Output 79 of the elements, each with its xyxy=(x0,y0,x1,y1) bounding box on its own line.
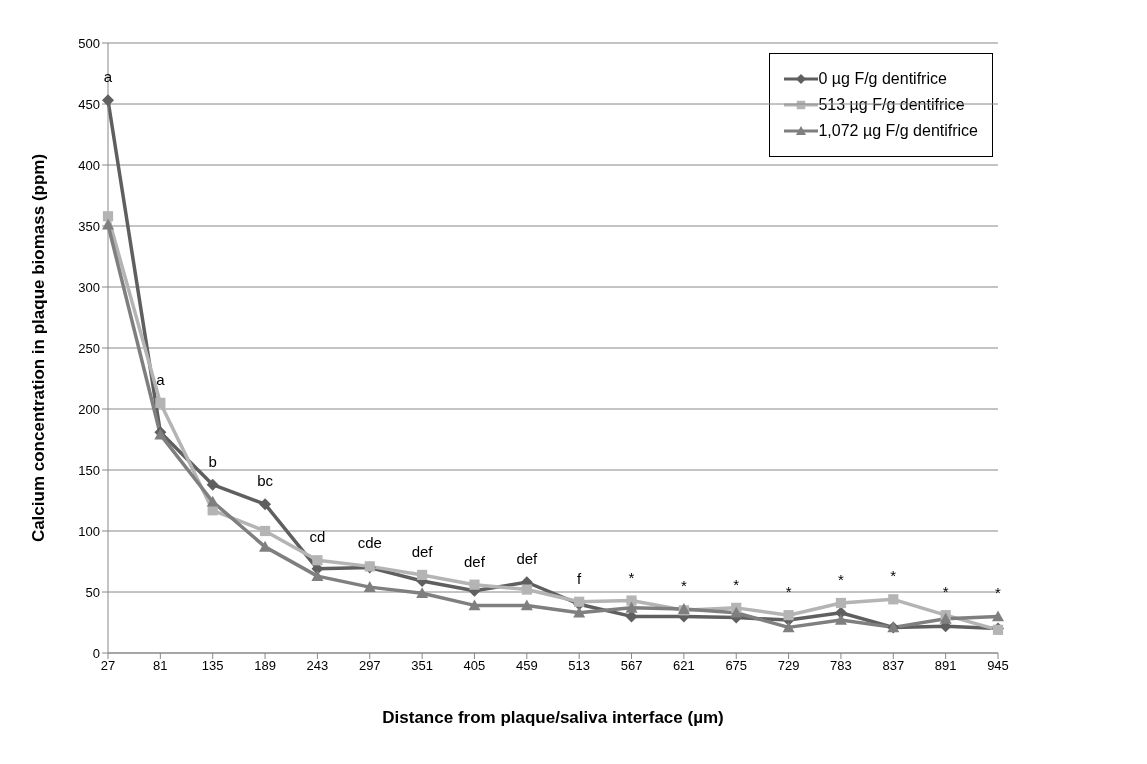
x-tick-label: 567 xyxy=(620,658,643,674)
x-tick-label: 135 xyxy=(201,658,224,674)
y-tick-label: 100 xyxy=(78,523,100,539)
point xyxy=(206,495,219,507)
legend-label: 1,072 µg F/g dentifrice xyxy=(818,122,978,140)
legend-label: 0 µg F/g dentifrice xyxy=(818,70,947,88)
x-tick-label: 27 xyxy=(100,658,116,674)
annotation: * xyxy=(628,568,635,586)
point xyxy=(259,525,271,537)
annotation: cde xyxy=(357,534,382,552)
annotation: * xyxy=(890,567,897,585)
point xyxy=(311,570,324,581)
x-tick-label: 351 xyxy=(411,658,433,674)
annotation: * xyxy=(733,575,740,593)
annotation: def xyxy=(516,550,539,568)
point xyxy=(573,606,586,618)
point xyxy=(520,599,533,611)
legend-label: 513 µg F/g dentifrice xyxy=(818,96,965,114)
y-tick-label: 250 xyxy=(78,340,100,356)
point xyxy=(206,478,219,491)
annotation: a xyxy=(103,68,113,86)
x-axis-title: Distance from plaque/saliva interface (µm) xyxy=(382,708,724,727)
x-tick-label: 513 xyxy=(568,658,591,674)
x-tick-label: 81 xyxy=(153,658,168,674)
y-tick-label: 300 xyxy=(78,279,100,295)
y-axis-title: Calcium concentration in plaque biomass (ppm) xyxy=(29,153,49,543)
y-tick-label: 400 xyxy=(78,157,100,173)
point xyxy=(888,594,899,605)
point xyxy=(782,621,795,633)
annotation: def xyxy=(464,552,486,570)
x-tick-label: 297 xyxy=(358,658,381,674)
point xyxy=(363,581,376,592)
x-tick-label: 459 xyxy=(515,658,538,674)
annotation: * xyxy=(995,584,1002,602)
y-tick-label: 200 xyxy=(78,401,100,417)
x-tick-label: 189 xyxy=(254,658,276,674)
point xyxy=(730,606,743,618)
point xyxy=(783,610,794,621)
annotation: bc xyxy=(257,472,274,490)
y-tick-label: 50 xyxy=(85,584,100,600)
y-tick-label: 350 xyxy=(78,218,100,234)
x-tick-label: 621 xyxy=(673,658,695,674)
point xyxy=(626,595,637,606)
point xyxy=(625,601,638,613)
x-tick-label: 243 xyxy=(306,658,329,674)
point xyxy=(416,587,429,599)
point xyxy=(992,610,1004,622)
point xyxy=(102,94,114,107)
y-tick-label: 500 xyxy=(78,35,100,51)
point xyxy=(102,211,114,222)
point xyxy=(417,569,428,581)
annotation: def xyxy=(411,542,434,560)
annotation: * xyxy=(680,577,687,595)
point xyxy=(312,555,323,566)
annotation: cd xyxy=(309,528,326,546)
annotation: f xyxy=(577,569,583,587)
y-tick-label: 0 xyxy=(92,645,100,661)
x-tick-label: 729 xyxy=(777,658,800,674)
point xyxy=(834,614,847,625)
point xyxy=(574,596,585,607)
point xyxy=(521,584,532,595)
point xyxy=(259,498,272,511)
point xyxy=(155,397,166,408)
point xyxy=(835,597,847,609)
x-tick-label: 783 xyxy=(830,658,852,674)
y-tick-label: 150 xyxy=(78,462,100,478)
annotation: * xyxy=(838,570,845,588)
x-tick-label: 405 xyxy=(463,658,486,674)
point xyxy=(469,579,480,590)
x-tick-label: 837 xyxy=(882,658,905,674)
y-tick-label: 450 xyxy=(78,96,100,112)
x-tick-label: 891 xyxy=(934,658,957,674)
x-tick-label: 675 xyxy=(725,658,748,674)
annotation: * xyxy=(942,583,949,601)
annotation: a xyxy=(156,370,166,388)
annotation: * xyxy=(785,583,792,601)
x-tick-label: 945 xyxy=(987,658,1009,674)
point xyxy=(468,599,481,611)
annotation: b xyxy=(208,452,217,470)
